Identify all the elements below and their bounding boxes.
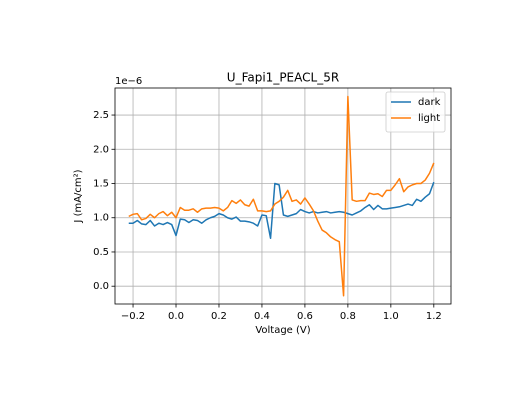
- x-tick-label: 1.2: [426, 311, 442, 322]
- y-tick-label: 1.5: [93, 179, 109, 190]
- chart-title: U_Fapi1_PEACL_5R: [227, 71, 339, 85]
- legend-label: dark: [418, 97, 441, 108]
- y-tick-label: 0.0: [93, 281, 109, 292]
- y-tick-label: 2.0: [93, 144, 109, 155]
- x-tick-label: 1.0: [383, 311, 399, 322]
- plot-frame: [114, 87, 452, 305]
- data-line: [128, 95, 435, 297]
- y-tick-label: 1.0: [93, 213, 109, 224]
- y-tick-label: 2.5: [93, 110, 109, 121]
- y-tick-label: 0.5: [93, 247, 109, 258]
- x-tick-label: 0.2: [211, 311, 227, 322]
- y-offset-label: 1e−6: [115, 76, 142, 87]
- x-tick-label: −0.2: [121, 311, 145, 322]
- legend-label: light: [418, 113, 440, 124]
- x-tick-label: 0.4: [254, 311, 270, 322]
- x-tick-label: 0.6: [297, 311, 313, 322]
- x-tick-label: 0.0: [168, 311, 184, 322]
- x-axis-label: Voltage (V): [255, 325, 310, 336]
- x-tick-label: 0.8: [340, 311, 356, 322]
- y-axis-label: J (mA/cm²): [73, 169, 84, 223]
